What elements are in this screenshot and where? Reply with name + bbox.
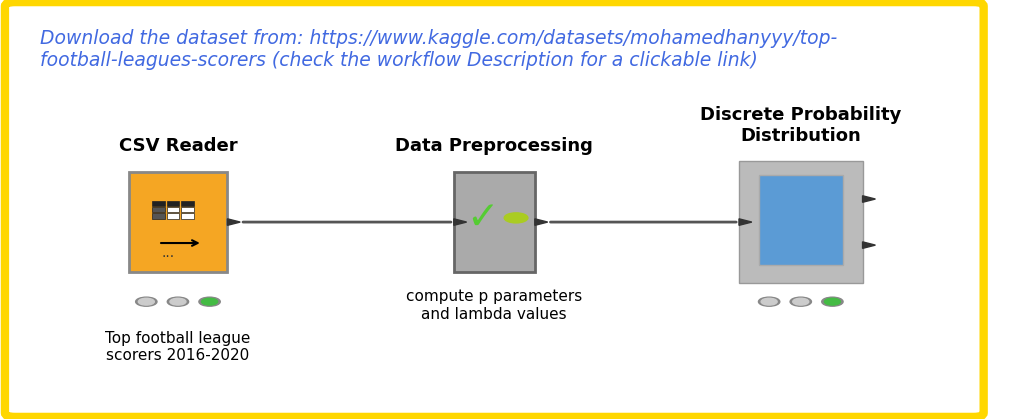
Circle shape: [170, 298, 186, 305]
Polygon shape: [862, 196, 876, 202]
Text: Data Preprocessing: Data Preprocessing: [395, 137, 593, 155]
FancyBboxPatch shape: [129, 172, 227, 272]
Circle shape: [202, 298, 217, 305]
Polygon shape: [454, 219, 467, 225]
Circle shape: [167, 297, 188, 306]
Circle shape: [821, 297, 843, 306]
Polygon shape: [227, 219, 241, 225]
Polygon shape: [535, 219, 548, 225]
Text: Discrete Probability
Distribution: Discrete Probability Distribution: [700, 106, 901, 145]
Circle shape: [199, 297, 220, 306]
Circle shape: [759, 297, 780, 306]
Text: ✓: ✓: [466, 199, 499, 237]
FancyBboxPatch shape: [5, 2, 984, 417]
Circle shape: [761, 298, 777, 305]
Circle shape: [793, 298, 809, 305]
Circle shape: [791, 297, 811, 306]
Text: Download the dataset from: https://www.kaggle.com/datasets/mohamedhanyyy/top-
fo: Download the dataset from: https://www.k…: [40, 29, 837, 70]
FancyBboxPatch shape: [167, 213, 179, 219]
Circle shape: [504, 213, 528, 223]
FancyBboxPatch shape: [181, 201, 195, 206]
Polygon shape: [739, 219, 752, 225]
Text: CSV Reader: CSV Reader: [119, 137, 238, 155]
Polygon shape: [862, 242, 876, 248]
FancyBboxPatch shape: [167, 201, 179, 206]
FancyBboxPatch shape: [739, 161, 862, 283]
Circle shape: [138, 298, 155, 305]
FancyBboxPatch shape: [167, 207, 179, 212]
Text: compute p parameters
and lambda values: compute p parameters and lambda values: [407, 289, 583, 321]
Circle shape: [824, 298, 841, 305]
FancyBboxPatch shape: [759, 175, 843, 265]
FancyBboxPatch shape: [152, 201, 165, 206]
FancyBboxPatch shape: [181, 207, 195, 212]
Text: Top football league
scorers 2016-2020: Top football league scorers 2016-2020: [105, 331, 251, 363]
FancyBboxPatch shape: [181, 213, 195, 219]
FancyBboxPatch shape: [454, 172, 535, 272]
FancyBboxPatch shape: [152, 213, 165, 219]
Circle shape: [135, 297, 157, 306]
FancyBboxPatch shape: [152, 207, 165, 212]
Text: ...: ...: [162, 246, 175, 261]
